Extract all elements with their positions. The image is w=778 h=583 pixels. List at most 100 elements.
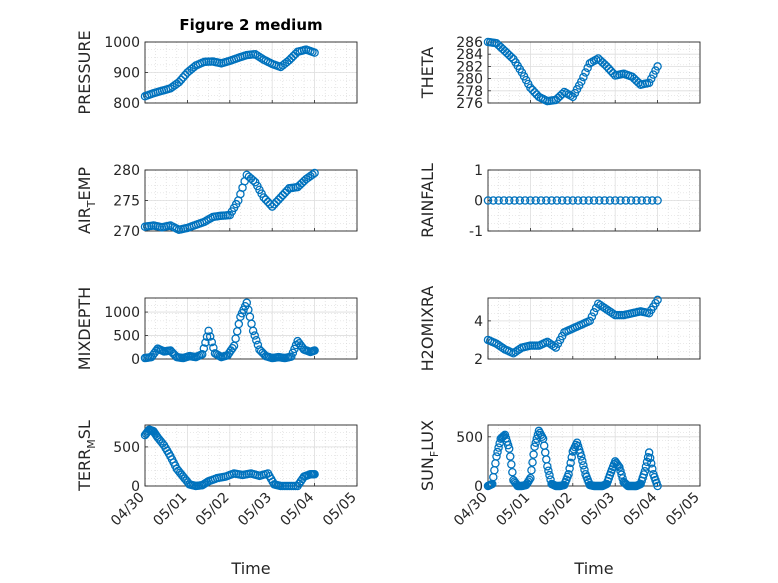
y-tick-label: 280	[113, 163, 140, 179]
subplot-5: 2 4 H2OMIXRA	[418, 286, 701, 372]
data-point-interp	[566, 458, 575, 468]
data-point-interp	[606, 66, 616, 76]
data-point-interp	[252, 335, 261, 345]
data-point-interp	[274, 195, 283, 204]
data-point-interp	[274, 481, 284, 490]
data-point-interp	[177, 353, 186, 363]
data-point-interp	[226, 346, 236, 355]
data-point-interp	[504, 50, 514, 60]
data-point-interp	[584, 196, 593, 205]
data-point-interp	[278, 190, 288, 200]
data-point-interp	[531, 438, 540, 447]
x-tick-label: 05/04	[621, 489, 661, 529]
data-point-interp	[637, 196, 646, 205]
data-point-interp	[175, 468, 185, 477]
y-tick-label: 0	[131, 479, 140, 495]
data-point-interp	[579, 72, 588, 82]
data-point	[593, 299, 603, 308]
data-point-interp	[557, 331, 567, 341]
data-point-interp	[579, 461, 588, 470]
data-point-interp	[296, 477, 306, 486]
data-point-interp	[587, 312, 597, 321]
data-point-interp	[246, 174, 256, 183]
data-point	[653, 196, 662, 205]
data-point-interp	[486, 480, 496, 489]
data-point-interp	[515, 196, 525, 205]
data-point-interp	[187, 64, 196, 74]
data-point-interp	[183, 352, 193, 361]
data-point-interp	[304, 347, 314, 356]
data-point-interp	[490, 466, 499, 475]
data-point	[500, 46, 510, 56]
data-point-interp	[614, 461, 623, 471]
y-tick-label: 4	[474, 314, 483, 330]
data-point-interp	[639, 470, 649, 479]
data-point-interp	[566, 91, 575, 100]
subplot-0: 800 900 1000 PRESSURE	[75, 30, 358, 115]
y-tick-label: 270	[113, 224, 140, 240]
x-tick-label: 05/04	[278, 489, 318, 529]
data-point-interp	[616, 466, 625, 476]
data-point-interp	[539, 441, 549, 450]
y-tick-label: 284	[456, 47, 483, 63]
data-point-interp	[214, 211, 224, 221]
data-point	[267, 202, 277, 211]
figure-title: Figure 2 medium	[179, 16, 322, 34]
x-tick-label: 05/01	[150, 490, 190, 530]
data-point-interp	[299, 45, 309, 55]
data-point-interp	[616, 196, 625, 205]
y-tick-label: 0	[131, 352, 140, 368]
x-tick-label: 05/02	[536, 490, 576, 530]
data-point-interp	[563, 196, 572, 205]
data-point-interp	[196, 350, 205, 360]
data-point-interp	[215, 351, 224, 361]
y-tick-label: 282	[456, 59, 483, 75]
data-point-interp	[270, 200, 279, 209]
data-point-interp	[581, 68, 590, 77]
data-point-interp	[511, 347, 520, 357]
data-point-interp	[567, 452, 576, 462]
data-point-interp	[589, 308, 599, 317]
y-tick-label: 2	[474, 352, 483, 368]
data-point-interp	[651, 298, 660, 308]
axes-box	[487, 41, 701, 104]
data-point	[653, 62, 662, 71]
data-point	[589, 196, 599, 205]
data-point-interp	[595, 196, 604, 205]
data-point-interp	[248, 176, 258, 185]
data-point-interp	[634, 307, 643, 317]
data-point-interp	[632, 76, 641, 85]
data-point-interp	[524, 477, 533, 486]
data-point	[632, 196, 641, 205]
data-point-interp	[652, 478, 661, 488]
subplot-2: 270 275 280 AIRTEMP	[75, 163, 358, 240]
subplot-6: 0 500 TERRMSL 04/30 05/01 05/02 05/03 05/04 05/0…	[75, 420, 360, 529]
data-point-interp	[645, 453, 655, 463]
data-point-interp	[598, 58, 607, 67]
y-axis-label: H2OMIXRA	[418, 286, 437, 372]
data-point-interp	[598, 302, 607, 311]
data-point-interp	[513, 346, 522, 355]
data-point-interp	[528, 85, 537, 95]
data-point-interp	[205, 332, 215, 341]
data-point-interp	[493, 447, 502, 457]
data-point-interp	[573, 196, 583, 205]
y-tick-label: 1	[474, 163, 483, 179]
data-point-interp	[525, 475, 534, 485]
data-point-interp	[557, 196, 567, 205]
data-point-interp	[147, 221, 156, 231]
data-point-interp	[309, 470, 318, 479]
data-point-interp	[158, 346, 167, 356]
data-point-interp	[646, 459, 656, 468]
data-point-interp	[172, 224, 182, 233]
data-point-interp	[290, 344, 299, 354]
y-tick-label: 500	[456, 430, 483, 446]
y-tick-label: 1000	[104, 305, 140, 321]
x-tick-label: 05/05	[320, 490, 360, 530]
data-point-interp	[308, 170, 317, 179]
data-point-interp	[649, 70, 658, 79]
y-tick-label: 800	[113, 96, 140, 112]
data-point-interp	[646, 74, 656, 84]
data-point-interp	[625, 71, 635, 81]
data-point-interp	[502, 437, 512, 446]
